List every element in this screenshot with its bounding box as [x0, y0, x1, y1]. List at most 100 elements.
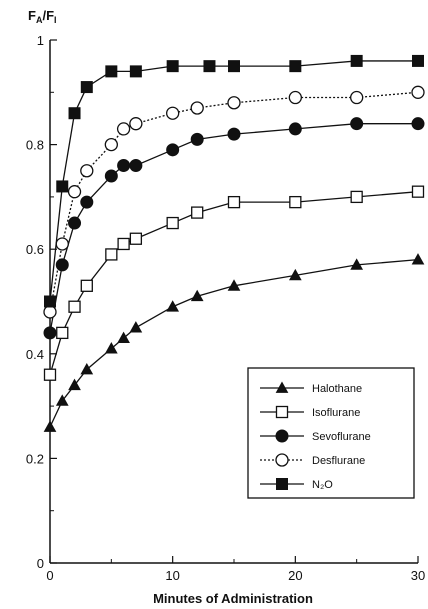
x-tick-label: 20 [288, 568, 302, 583]
data-point [43, 368, 57, 381]
data-point [350, 258, 364, 270]
data-point [80, 195, 94, 209]
legend: Halothane Isoflurane Sevoflurane Desflurane… [247, 367, 415, 499]
data-point [104, 342, 118, 354]
data-point [190, 132, 204, 146]
series-4 [44, 54, 424, 308]
data-point [289, 195, 302, 209]
legend-label: Desflurane [312, 455, 365, 467]
data-point [117, 237, 130, 251]
data-point [80, 164, 94, 178]
y-tick-label: 0 [37, 556, 44, 571]
data-point [166, 60, 179, 73]
y-tick-label: 0.2 [26, 451, 44, 466]
data-point [227, 195, 241, 209]
data-point [105, 65, 118, 78]
legend-box [247, 367, 415, 499]
data-point [289, 60, 302, 73]
data-point [68, 378, 81, 391]
data-point [104, 137, 118, 152]
data-point [43, 305, 57, 319]
x-tick-label: 30 [411, 568, 425, 583]
data-point [68, 216, 82, 230]
legend-marker [275, 381, 289, 393]
data-point [105, 248, 118, 261]
data-point [227, 96, 241, 110]
data-point [166, 300, 180, 312]
series-line [49, 123, 418, 333]
data-point [227, 127, 241, 141]
data-point [116, 122, 131, 136]
data-point [350, 117, 364, 131]
data-point [350, 190, 363, 204]
x-axis-title: Minutes of Administration [153, 591, 313, 606]
data-point [411, 117, 425, 131]
data-point [117, 331, 130, 344]
y-tick-label: 0.8 [26, 138, 44, 153]
x-tick-label: 10 [165, 568, 179, 583]
data-point [55, 258, 69, 272]
data-point [227, 279, 241, 291]
data-point [80, 81, 93, 94]
data-point [68, 300, 81, 313]
legend-label: Isoflurane [312, 407, 360, 419]
ticks: 00.20.40.60.810 10 20 30 [26, 33, 425, 583]
series-line [49, 60, 418, 302]
data-point [44, 295, 56, 308]
y-tick-label: 1 [37, 33, 44, 48]
legend-label: N₂O [312, 479, 333, 491]
data-point [43, 326, 57, 340]
y-axis-title: FA/FI [28, 8, 57, 25]
data-point [350, 54, 363, 67]
data-point [55, 394, 69, 406]
series-0 [43, 253, 425, 432]
data-point [43, 420, 57, 432]
legend-marker [276, 478, 288, 490]
data-point [55, 237, 69, 251]
data-point [104, 169, 118, 183]
data-point [412, 54, 424, 67]
data-point [190, 101, 204, 115]
data-point [129, 321, 143, 333]
y-tick-label: 0.6 [26, 242, 44, 257]
data-point [191, 206, 204, 219]
series-layer [43, 54, 425, 432]
data-point [129, 232, 143, 245]
data-point [166, 143, 180, 157]
data-point [190, 289, 204, 302]
legend-marker [275, 429, 289, 443]
data-point [350, 90, 364, 105]
data-point [56, 326, 69, 340]
series-2 [43, 117, 425, 340]
data-point [411, 85, 425, 99]
data-point [67, 185, 82, 199]
y-tick-label: 0.4 [26, 347, 44, 362]
data-point [228, 60, 240, 73]
data-point [288, 122, 302, 136]
data-point [411, 185, 425, 198]
data-point [129, 117, 143, 131]
data-point [129, 159, 143, 173]
data-point [411, 253, 425, 265]
data-point [166, 216, 179, 230]
data-point [117, 159, 131, 173]
data-point [288, 90, 302, 105]
legend-marker [275, 405, 289, 419]
axis-titles: FA/FI Minutes of Administration [28, 8, 313, 606]
data-point [203, 60, 216, 73]
data-point [68, 107, 81, 120]
data-point [80, 362, 94, 375]
data-point [129, 65, 142, 78]
data-point [80, 279, 93, 292]
data-point [288, 268, 302, 281]
series-3 [43, 85, 425, 319]
data-point [56, 180, 69, 193]
legend-label: Halothane [312, 383, 362, 395]
series-1 [43, 185, 425, 381]
legend-marker [275, 453, 289, 467]
data-point [166, 106, 180, 120]
legend-label: Sevoflurane [312, 431, 371, 443]
x-tick-label: 0 [46, 568, 53, 583]
